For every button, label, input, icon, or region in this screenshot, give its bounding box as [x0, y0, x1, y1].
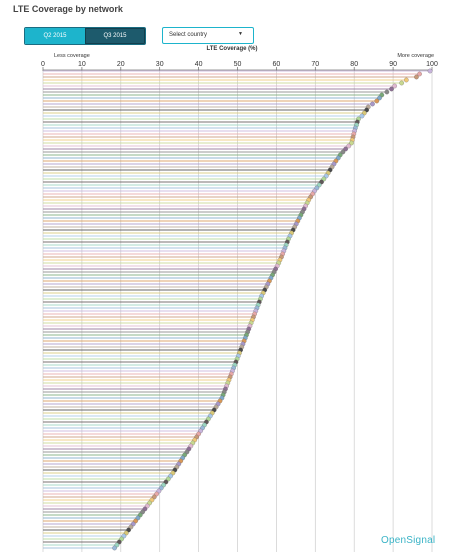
x-tick-label: 10	[78, 61, 86, 68]
x-tick-label: 60	[273, 61, 281, 68]
network-point[interactable]	[384, 89, 390, 95]
network-point[interactable]	[399, 80, 404, 86]
less-coverage-label: Less coverage	[54, 53, 90, 59]
x-tick-label: 70	[311, 61, 319, 68]
network-point[interactable]	[377, 95, 382, 101]
period-button-q2-2015[interactable]: Q2 2015	[25, 28, 85, 44]
network-point[interactable]	[389, 86, 394, 92]
x-tick-label: 40	[195, 61, 203, 68]
period-toggle: Q2 2015 Q3 2015	[24, 27, 146, 45]
network-point[interactable]	[359, 113, 365, 119]
x-tick-label: 80	[350, 61, 358, 68]
network-point[interactable]	[340, 149, 346, 155]
country-select[interactable]: Select country ▼	[162, 27, 254, 44]
network-point[interactable]	[349, 140, 354, 146]
x-tick-label: 30	[156, 61, 164, 68]
network-point[interactable]	[346, 143, 352, 149]
period-button-q3-2015[interactable]: Q3 2015	[85, 28, 145, 44]
page-title: LTE Coverage by network	[13, 4, 123, 14]
caret-down-icon: ▼	[238, 31, 243, 37]
network-point[interactable]	[404, 77, 409, 83]
network-point[interactable]	[374, 98, 380, 104]
x-tick-label: 100	[426, 61, 438, 68]
network-point[interactable]	[112, 545, 117, 551]
x-axis-title: LTE Coverage (%)	[206, 46, 258, 52]
network-point[interactable]	[392, 83, 397, 89]
x-tick-label: 20	[117, 61, 125, 68]
network-point[interactable]	[414, 74, 419, 80]
x-tick-label: 50	[234, 61, 242, 68]
opensignal-watermark: OpenSignal	[381, 535, 436, 546]
country-select-value: Select country	[169, 32, 208, 38]
x-tick-label: 90	[389, 61, 397, 68]
network-point[interactable]	[417, 71, 422, 77]
network-point[interactable]	[343, 146, 348, 152]
network-point[interactable]	[370, 101, 375, 107]
network-point[interactable]	[427, 68, 433, 74]
x-tick-label: 0	[41, 61, 45, 68]
more-coverage-label: More coverage	[397, 53, 434, 59]
